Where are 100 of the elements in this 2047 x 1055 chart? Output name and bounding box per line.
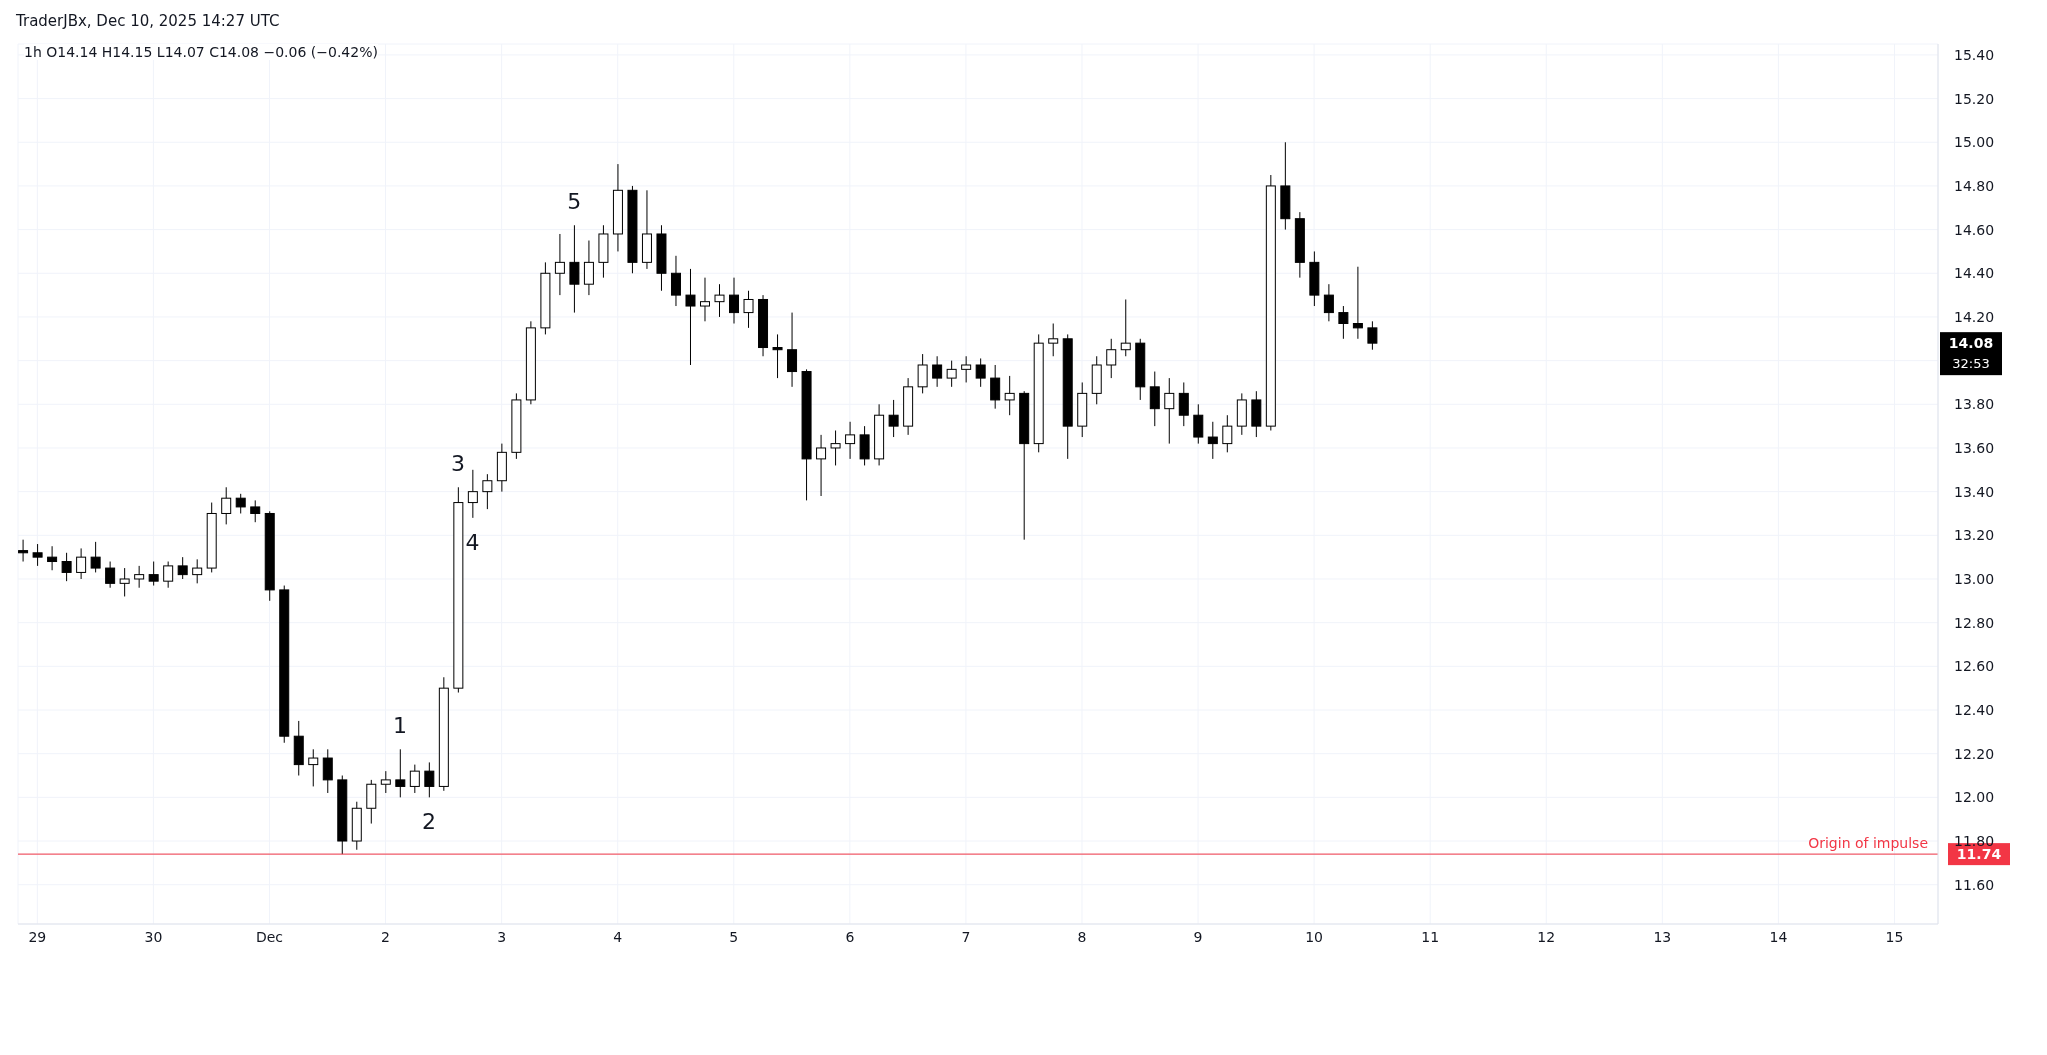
y-tick-label: 14.60 <box>1954 221 1995 238</box>
candlestick <box>105 561 116 589</box>
annotation: 4 <box>465 529 480 555</box>
candlestick <box>743 290 754 329</box>
candlestick <box>554 233 565 296</box>
candlestick <box>1338 305 1349 340</box>
x-tick-label: 2 <box>381 928 391 945</box>
candlestick <box>816 434 827 497</box>
y-tick-label: 13.40 <box>1954 483 1995 500</box>
x-tick-label: 7 <box>961 928 971 945</box>
candlestick <box>32 543 43 567</box>
annotation: 5 <box>567 189 582 215</box>
candlestick <box>917 353 928 394</box>
candlestick <box>830 430 841 466</box>
candlestick <box>729 277 740 324</box>
x-tick-label: 9 <box>1193 928 1203 945</box>
candlestick <box>1004 375 1015 416</box>
candlestick <box>221 486 232 525</box>
x-tick-label: 8 <box>1077 928 1087 945</box>
candlestick <box>409 764 420 794</box>
candlestick <box>1207 421 1218 460</box>
candlestick <box>380 770 391 794</box>
candlestick <box>322 748 333 794</box>
candlestick <box>1106 338 1117 379</box>
candlestick <box>61 552 72 582</box>
y-tick-label: 12.80 <box>1954 614 1995 631</box>
candlestick <box>47 545 58 571</box>
candlestick <box>845 421 856 460</box>
candlestick <box>1048 323 1059 357</box>
candlestick <box>975 357 986 388</box>
candlestick <box>1164 377 1175 445</box>
x-tick-label: 6 <box>845 928 855 945</box>
x-tick-label: 10 <box>1305 928 1324 945</box>
y-tick-label: 14.80 <box>1954 177 1995 194</box>
chart-subtitle: 1h O14.14 H14.15 L14.07 C14.08 −0.06 (−0.42%) <box>24 44 378 60</box>
candlestick <box>395 748 406 798</box>
candlestick <box>308 748 319 787</box>
candlestick <box>1352 266 1363 340</box>
x-tick-label: 15 <box>1885 928 1904 945</box>
annotation: 1 <box>393 713 408 739</box>
y-tick-label: 13.80 <box>1954 396 1995 413</box>
candlestick <box>569 224 580 314</box>
candlestick <box>90 541 101 573</box>
y-tick-label: 14.40 <box>1954 265 1995 282</box>
y-tick-label: 13.20 <box>1954 527 1995 544</box>
candlestick <box>787 312 798 388</box>
x-tick-label: 5 <box>729 928 739 945</box>
candlestick <box>888 399 899 438</box>
candlestick <box>1178 381 1189 427</box>
y-tick-label: 15.40 <box>1954 46 1995 63</box>
y-tick-label: 11.60 <box>1954 876 1995 893</box>
x-tick-label: 12 <box>1537 928 1556 945</box>
x-tick-label: 13 <box>1653 928 1672 945</box>
candlestick <box>482 473 493 510</box>
candlestick <box>134 565 145 589</box>
candlestick <box>714 283 725 318</box>
candlestick <box>424 761 435 798</box>
x-tick-label: Dec <box>255 928 284 945</box>
y-tick-label: 12.00 <box>1954 789 1995 806</box>
x-tick-label: 30 <box>144 928 163 945</box>
x-tick-label: 29 <box>28 928 47 945</box>
candlestick <box>961 355 972 383</box>
y-tick-label: 12.40 <box>1954 702 1995 718</box>
annotation: 3 <box>451 451 466 477</box>
chart-title: TraderJBx, Dec 10, 2025 14:27 UTC <box>15 11 281 32</box>
y-tick-label: 15.00 <box>1954 134 1995 151</box>
candlestick <box>76 547 87 580</box>
candlestick <box>1149 371 1160 427</box>
y-tick-label: 14.20 <box>1954 308 1995 325</box>
y-tick-label: 13.00 <box>1954 570 1995 587</box>
candlestick <box>1193 403 1204 445</box>
annotation: 2 <box>422 809 437 835</box>
y-tick-label: 11.74 <box>1956 846 2002 863</box>
candlestick <box>18 539 29 563</box>
candlestick <box>1323 283 1334 322</box>
candlestick <box>670 255 681 307</box>
text: 32:53 <box>1952 356 1990 372</box>
candlestick <box>235 493 246 514</box>
x-tick-label: 11 <box>1421 928 1440 945</box>
text: 14.08 <box>1948 335 1994 352</box>
candlestick <box>932 355 943 388</box>
candlestick <box>990 364 1001 410</box>
candlestick <box>467 469 478 519</box>
candlestick <box>1120 298 1131 357</box>
candlestick <box>177 556 188 580</box>
candlestick <box>700 277 710 322</box>
candlestick <box>148 561 159 587</box>
y-tick-label: 13.60 <box>1954 439 1995 456</box>
candlestick <box>583 240 594 296</box>
y-tick-label: 12.60 <box>1954 658 1995 675</box>
candlestick <box>946 360 957 388</box>
ref-line-label: Origin of impulse <box>1808 835 1928 852</box>
candlestick <box>772 333 783 379</box>
y-tick-label: 12.20 <box>1954 745 1995 762</box>
candlestick <box>250 499 261 523</box>
candlestick <box>1222 414 1233 453</box>
candlestick <box>1367 320 1378 351</box>
candlestick <box>119 567 130 597</box>
candlestick <box>163 561 174 589</box>
x-tick-label: 4 <box>613 928 623 945</box>
